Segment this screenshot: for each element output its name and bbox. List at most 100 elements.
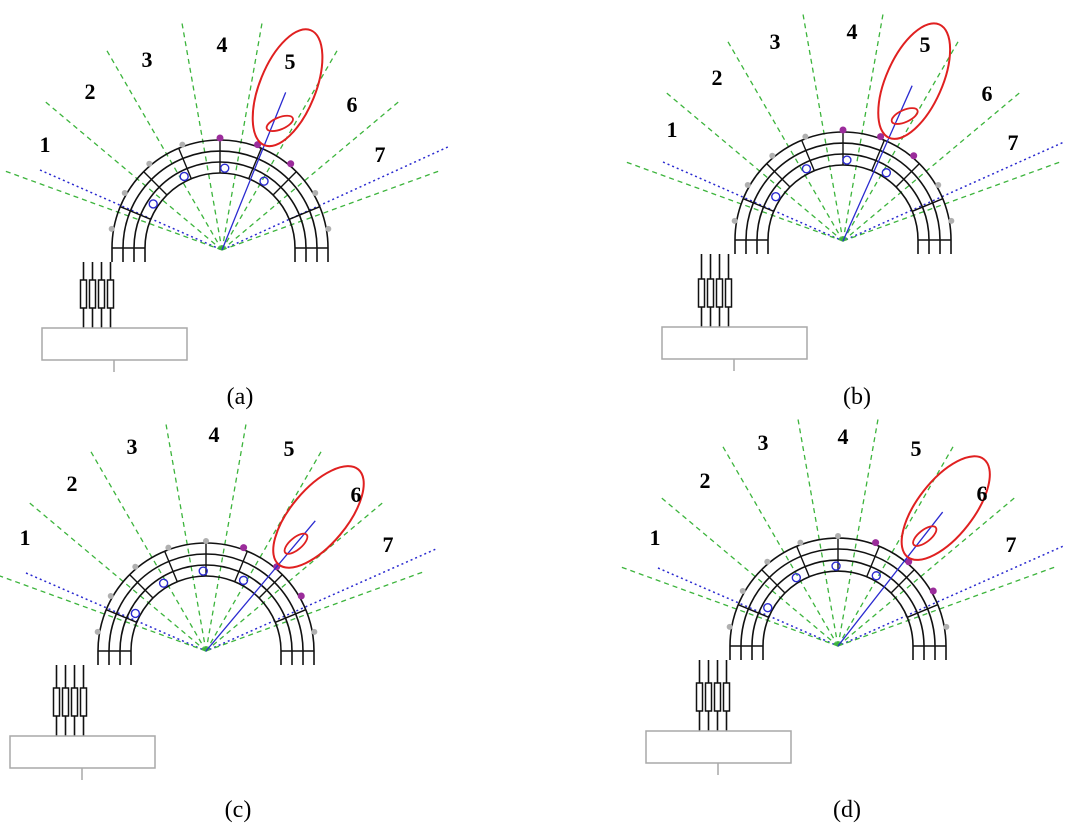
phase-node xyxy=(198,566,208,576)
feed-spoke xyxy=(143,171,168,196)
feed-arc xyxy=(133,161,307,249)
feed-spoke xyxy=(289,206,321,220)
horizon-line xyxy=(657,544,1065,647)
sector-divider xyxy=(221,170,439,251)
active-element xyxy=(910,152,918,160)
beamformer-box xyxy=(9,735,156,769)
inactive-element xyxy=(948,217,955,224)
sector-divider xyxy=(661,497,839,647)
phase-shifter xyxy=(61,687,70,717)
beamformer-box xyxy=(645,730,792,764)
sector-label: 1 xyxy=(39,132,51,157)
array-diagram-c xyxy=(0,424,437,780)
sector-divider xyxy=(221,23,263,251)
phase-shifter xyxy=(704,682,713,712)
sector-divider xyxy=(90,451,207,652)
active-element xyxy=(240,544,248,552)
phase-node xyxy=(842,155,852,165)
phase-shifter xyxy=(106,279,115,309)
side-lobe xyxy=(265,114,294,132)
caption-b: (b) xyxy=(843,384,871,410)
feed-spoke xyxy=(907,604,939,618)
sector-divider xyxy=(722,446,839,647)
feed-spoke xyxy=(119,206,151,220)
phase-node xyxy=(881,168,892,178)
phase-shifter xyxy=(697,278,706,308)
sector-label: 1 xyxy=(649,525,661,550)
beamformer-box xyxy=(41,327,188,361)
inactive-element xyxy=(731,217,738,224)
inactive-element xyxy=(107,593,114,599)
feed-spoke xyxy=(164,550,178,582)
sector-label: 4 xyxy=(208,422,220,447)
inactive-element xyxy=(121,190,128,196)
phase-node xyxy=(148,199,158,209)
sector-divider xyxy=(221,101,399,251)
feed-spoke xyxy=(895,163,920,188)
phase-shifter xyxy=(79,279,88,309)
caption-a: (a) xyxy=(226,384,254,410)
sector-divider xyxy=(842,41,959,242)
inactive-element xyxy=(179,141,186,148)
feed-arc xyxy=(756,153,930,241)
steer-line xyxy=(205,520,316,652)
horizon-line xyxy=(25,548,437,652)
sector-divider xyxy=(802,14,844,242)
sector-label: 1 xyxy=(666,117,678,142)
steer-line xyxy=(837,511,944,647)
sector-label: 2 xyxy=(711,65,723,90)
sector-divider xyxy=(106,50,223,251)
sector-divider xyxy=(5,170,223,251)
phase-node xyxy=(871,571,881,581)
main-lobe xyxy=(251,28,324,148)
sector-divider xyxy=(837,419,879,647)
inactive-element xyxy=(146,160,153,167)
sector-divider xyxy=(797,419,839,647)
sector-label: 6 xyxy=(981,81,993,106)
sector-label: 4 xyxy=(837,424,849,449)
inactive-element xyxy=(726,623,733,630)
sector-divider xyxy=(666,92,844,242)
sector-divider xyxy=(842,161,1060,242)
inactive-element xyxy=(108,225,115,232)
main-lobe xyxy=(877,22,952,140)
steer-line xyxy=(221,92,287,251)
inactive-element xyxy=(802,133,809,140)
phase-node xyxy=(791,573,802,583)
inactive-element xyxy=(943,623,950,630)
sector-label: 3 xyxy=(141,47,153,72)
sector-label: 2 xyxy=(66,471,78,496)
phase-shifter xyxy=(722,682,731,712)
active-element xyxy=(905,558,913,566)
feed-spoke xyxy=(248,147,262,179)
sector-label: 7 xyxy=(374,142,386,167)
beamformer-box xyxy=(661,326,808,360)
feed-spoke xyxy=(866,545,880,577)
feed-spoke xyxy=(105,609,137,623)
sector-label: 6 xyxy=(350,482,362,507)
feed-arc xyxy=(751,559,925,647)
active-element xyxy=(877,133,885,141)
feed-spoke xyxy=(761,569,786,594)
side-lobe xyxy=(890,107,919,125)
feed-spoke xyxy=(796,545,810,577)
sector-label: 6 xyxy=(976,481,988,506)
array-diagram-b xyxy=(626,14,1065,371)
active-element xyxy=(287,160,295,168)
horizon-line xyxy=(39,145,451,251)
inactive-element xyxy=(325,225,332,232)
sector-divider xyxy=(837,566,1055,647)
sector-divider xyxy=(29,502,207,652)
inactive-element xyxy=(132,563,139,570)
feed-spoke xyxy=(275,609,307,623)
side-lobe xyxy=(283,532,309,555)
phase-node xyxy=(130,608,141,619)
array-diagram-d xyxy=(621,419,1065,775)
phase-node xyxy=(220,163,230,173)
inactive-element xyxy=(835,533,841,539)
sector-divider xyxy=(181,23,223,251)
sector-label: 2 xyxy=(699,468,711,493)
